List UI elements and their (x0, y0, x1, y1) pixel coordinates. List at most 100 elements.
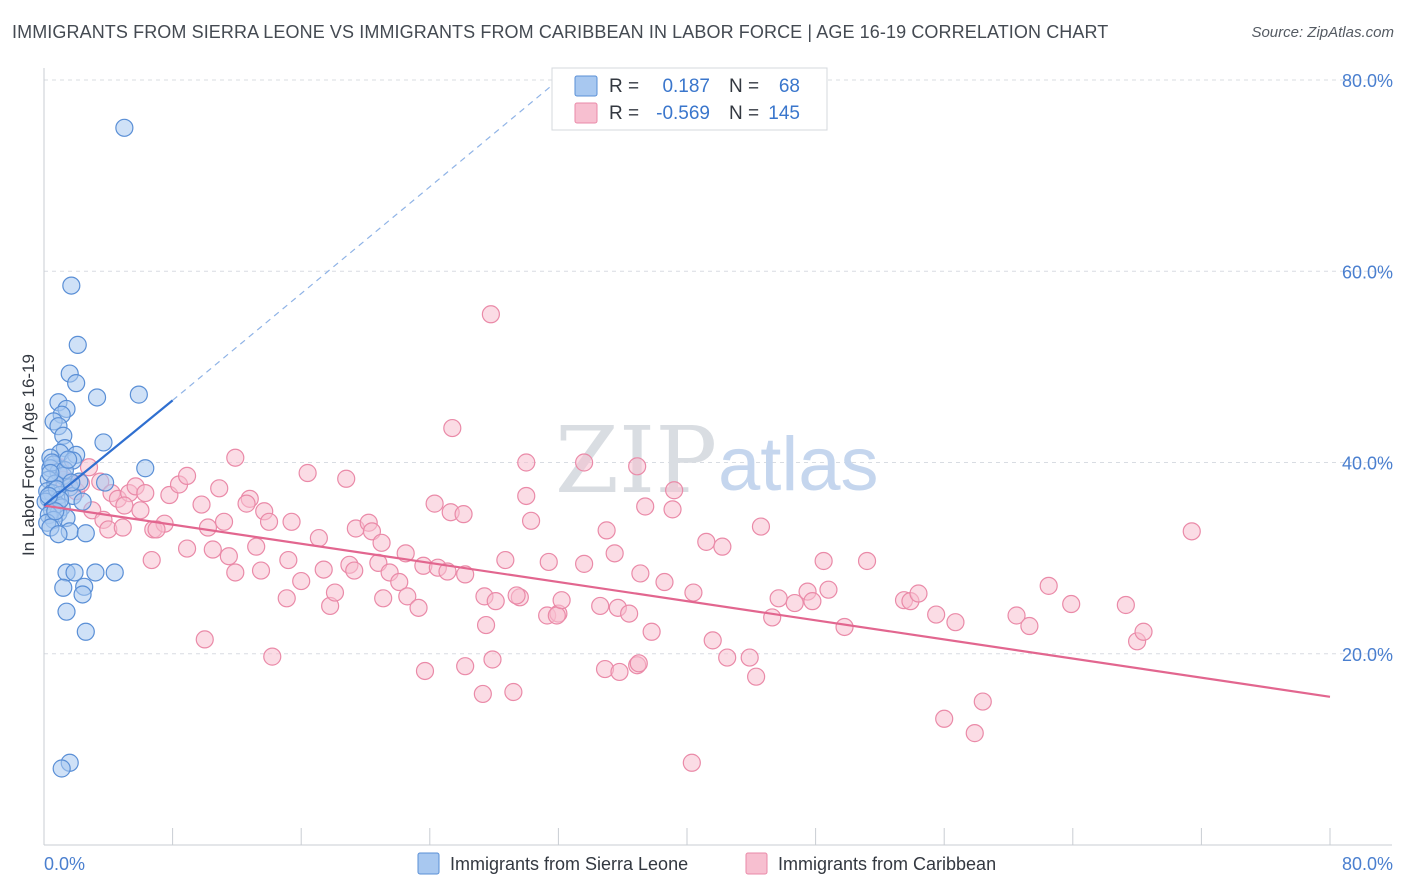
legend-n-value-2: 145 (768, 103, 800, 124)
caribbean-point (277, 589, 296, 608)
caribbean-point (309, 528, 328, 548)
caribbean-point (147, 520, 166, 539)
caribbean-point (496, 550, 515, 570)
caribbean-point (718, 648, 737, 667)
caribbean-point (314, 560, 333, 579)
caribbean-point (282, 512, 301, 531)
caribbean-point (713, 537, 732, 556)
caribbean-point (372, 533, 391, 552)
legend-n-label-1: N = (729, 76, 759, 97)
legend-box (551, 67, 828, 131)
caribbean-point (481, 305, 500, 324)
caribbean-point (636, 497, 655, 516)
caribbean-point (345, 561, 364, 580)
caribbean-point (517, 486, 536, 506)
caribbean-point (456, 565, 475, 584)
source-label: Source: ZipAtlas.com (1251, 24, 1394, 41)
caribbean-point (198, 518, 218, 537)
sierra-leone-point (65, 563, 84, 582)
caribbean-point (1134, 622, 1153, 641)
correlation-legend: R = 0.187 N = 68 R = -0.569 N = 145 (551, 67, 828, 131)
caribbean-point (504, 682, 523, 702)
legend-swatch-blue (574, 75, 598, 97)
y-axis-title: In Labor Force | Age 16-19 (19, 354, 38, 556)
caribbean-point (115, 496, 134, 515)
caribbean-point (927, 605, 946, 624)
caribbean-point (486, 592, 505, 611)
caribbean-point (857, 551, 877, 571)
caribbean-point (663, 500, 682, 519)
caribbean-point (610, 662, 629, 682)
caribbean-point (655, 572, 674, 592)
legend-swatch-pink (574, 102, 598, 124)
trend-lines (43, 79, 1331, 698)
sierra-leone-trend-extension (172, 79, 559, 401)
series-swatch-caribbean (745, 852, 768, 875)
caribbean-point (136, 484, 155, 503)
sierra-leone-point (68, 335, 87, 354)
caribbean-point (483, 650, 502, 669)
caribbean-point (226, 448, 245, 467)
caribbean-point (819, 580, 838, 599)
caribbean-point (747, 667, 766, 686)
caribbean-point (703, 631, 722, 650)
caribbean-point (547, 606, 566, 625)
y-tick-label: 80.0% (1342, 71, 1393, 91)
caribbean-point (337, 469, 356, 488)
y-tick-label: 60.0% (1342, 262, 1393, 282)
caribbean-point (279, 550, 298, 570)
series-label-sierra-leone: Immigrants from Sierra Leone (450, 854, 688, 874)
sierra-leone-point (57, 602, 76, 621)
series-legend: Immigrants from Sierra Leone Immigrants … (417, 852, 996, 875)
caribbean-trend-line (43, 504, 1331, 698)
legend-n-label-2: N = (729, 103, 759, 124)
sierra-leone-point (105, 563, 124, 582)
caribbean-point (214, 512, 234, 531)
caribbean-point (740, 648, 759, 667)
caribbean-point (684, 583, 703, 602)
legend-n-value-1: 68 (779, 76, 800, 97)
y-tick-labels: 20.0% 40.0% 60.0% 80.0% (1342, 71, 1393, 665)
x-tick-label: 0.0% (44, 854, 85, 874)
caribbean-point (973, 692, 992, 711)
sierra-leone-point (49, 525, 68, 544)
caribbean-point (263, 647, 282, 666)
caribbean-point (192, 495, 211, 514)
x-tick-labels: 0.0% 80.0% (44, 854, 1393, 874)
caribbean-point (131, 501, 150, 520)
caribbean-point (835, 617, 854, 637)
gridlines (44, 79, 1392, 655)
caribbean-point (665, 481, 684, 500)
caribbean-point (456, 657, 475, 676)
caribbean-point (814, 551, 833, 571)
legend-r-label-1: R = (609, 76, 639, 97)
caribbean-point (1020, 616, 1039, 636)
caribbean-point (539, 552, 558, 572)
y-tick-label: 20.0% (1342, 645, 1393, 665)
caribbean-point (425, 494, 444, 513)
series-swatch-sierra-leone (417, 852, 440, 875)
caribbean-point (298, 463, 317, 483)
caribbean-point (142, 550, 161, 570)
caribbean-point (620, 604, 639, 623)
x-tick-label: 80.0% (1342, 854, 1393, 874)
y-tick-label: 40.0% (1342, 454, 1393, 474)
caribbean-point (195, 630, 214, 649)
legend-r-value-2: -0.569 (656, 103, 710, 124)
sierra-leone-point (54, 578, 73, 597)
caribbean-point (575, 453, 594, 472)
caribbean-point (682, 753, 701, 772)
sierra-leone-point (87, 388, 107, 407)
sierra-leone-point (73, 585, 92, 604)
sierra-leone-point (52, 759, 71, 778)
sierra-leone-point (59, 450, 78, 469)
caribbean-points (50, 305, 1201, 772)
sierra-leone-trend-line (43, 399, 174, 507)
caribbean-point (591, 596, 610, 616)
series-label-caribbean: Immigrants from Caribbean (778, 854, 996, 874)
caribbean-point (325, 583, 345, 602)
sierra-leone-point (129, 385, 148, 404)
caribbean-point (507, 586, 526, 605)
caribbean-point (226, 563, 245, 582)
